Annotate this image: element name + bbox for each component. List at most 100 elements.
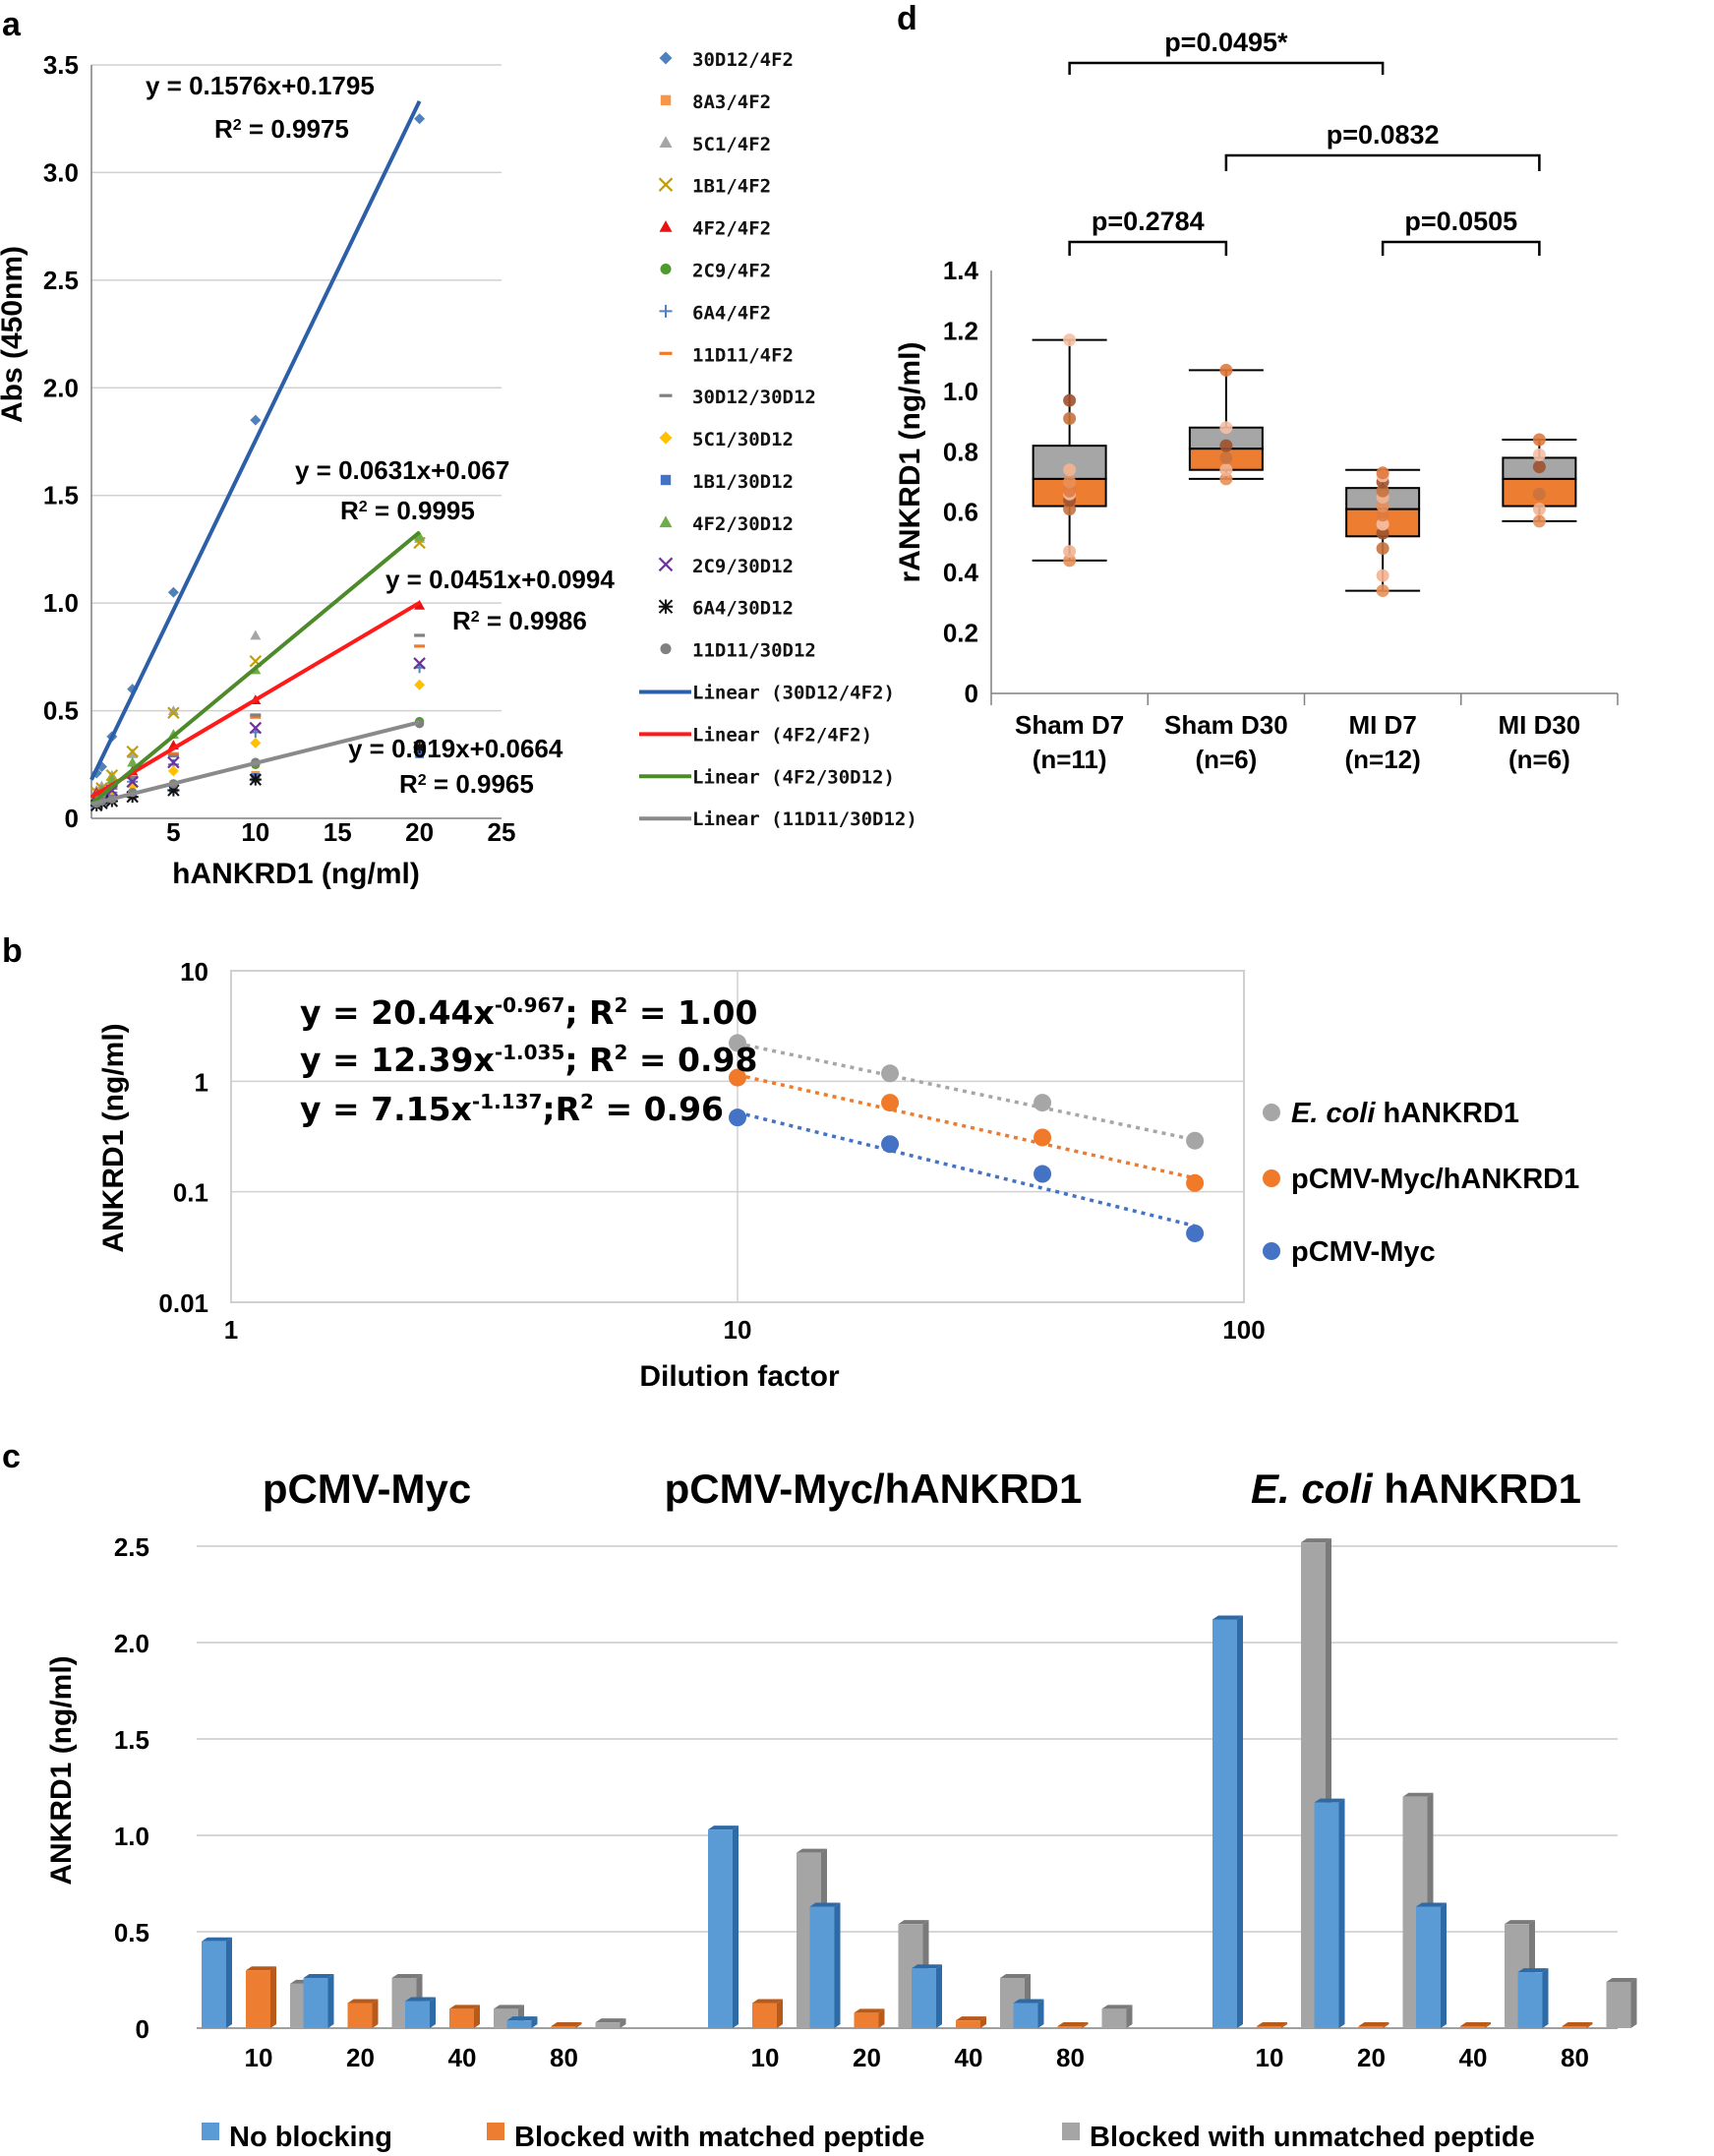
equation-base: y = 7.15x xyxy=(300,1090,472,1128)
bar-side xyxy=(1383,2022,1389,2028)
box-point xyxy=(1063,503,1077,516)
legend-marker xyxy=(659,431,673,445)
data-point xyxy=(167,753,179,758)
panel-label-b: b xyxy=(2,932,23,970)
y-tick-label: 0.8 xyxy=(943,437,978,466)
bar-side xyxy=(777,1999,783,2028)
bar xyxy=(1416,1906,1441,2028)
legend-label: 1B1/30D12 xyxy=(692,471,794,493)
x-axis-label: Dilution factor xyxy=(639,1360,840,1393)
bar-side xyxy=(936,1964,942,2028)
box-point xyxy=(1219,439,1233,452)
data-point xyxy=(1186,1131,1205,1150)
bar-side xyxy=(1542,1968,1549,2028)
bar-top xyxy=(347,1999,379,2004)
r2-value: = 0.9975 xyxy=(242,114,349,144)
data-point xyxy=(250,715,262,719)
data-point xyxy=(167,751,179,755)
r2-value: = 0.98 xyxy=(627,1041,757,1079)
data-point xyxy=(729,1068,746,1087)
r2-symbol: R xyxy=(340,496,359,525)
bar xyxy=(1057,2026,1083,2028)
legend-label-rest: hANKRD1 xyxy=(1375,1098,1519,1129)
bar-top xyxy=(391,1974,423,1979)
legend-label: 1B1/4F2 xyxy=(692,176,771,198)
bar-top xyxy=(506,2016,538,2021)
legend-label: 5C1/30D12 xyxy=(692,429,794,450)
r2-superscript: 2 xyxy=(580,1090,594,1113)
panel-label-c: c xyxy=(2,1438,21,1475)
bar-top xyxy=(752,1999,783,2004)
bar-side xyxy=(1281,2022,1287,2028)
bar-top xyxy=(898,1920,929,1925)
bar-side xyxy=(1630,1977,1637,2028)
x-category-label: 40 xyxy=(955,2043,983,2072)
x-category-n: (n=11) xyxy=(1033,745,1107,774)
bar xyxy=(752,2003,777,2028)
trend-equation: y = 20.44x-0.967; R2 = 1.00 xyxy=(300,993,757,1032)
data-point xyxy=(250,414,262,426)
legend-label: 5C1/4F2 xyxy=(692,134,771,155)
bar-top xyxy=(797,1848,827,1853)
legend-label: Linear (4F2/4F2) xyxy=(692,724,872,746)
x-category-n: (n=12) xyxy=(1344,745,1420,774)
box-point xyxy=(1063,393,1077,407)
data-point xyxy=(881,1135,900,1154)
trend-line xyxy=(737,1042,1196,1142)
box-point xyxy=(1219,463,1233,477)
bar-side xyxy=(474,2005,480,2028)
data-point xyxy=(167,765,179,777)
data-point xyxy=(415,749,424,758)
box-point xyxy=(1532,433,1546,447)
bar-top xyxy=(1212,1615,1243,1620)
legend-marker xyxy=(660,94,672,106)
equation-base: y = 12.39x xyxy=(300,1041,495,1079)
bar-top xyxy=(912,1964,942,1969)
x-category-label: Sham D30 xyxy=(1164,710,1288,740)
bar xyxy=(956,2020,980,2028)
data-point xyxy=(126,775,139,789)
fit-equation: y = 0.0631x+0.067 xyxy=(295,455,509,485)
bar-side xyxy=(430,1997,436,2028)
group-title-text: pCMV-Myc/hANKRD1 xyxy=(665,1466,1083,1512)
bar xyxy=(449,2008,474,2028)
y-axis-label: rANKRD1 (ng/ml) xyxy=(894,342,926,583)
r2-superscript: 2 xyxy=(359,499,368,515)
bar-side xyxy=(980,2016,986,2028)
legend-label: pCMV-Myc xyxy=(1291,1236,1436,1268)
x-tick-label: 20 xyxy=(405,817,434,847)
legend-label: Linear (30D12/4F2) xyxy=(692,683,895,704)
data-point xyxy=(1186,1224,1205,1242)
bar-side xyxy=(1485,2022,1491,2028)
x-category-label: 10 xyxy=(751,2043,780,2072)
legend-marker xyxy=(659,304,673,318)
legend-label-text: pCMV-Myc/hANKRD1 xyxy=(1291,1164,1579,1195)
legend-marker xyxy=(659,515,673,528)
legend-label: 11D11/30D12 xyxy=(692,640,816,662)
trend-line xyxy=(737,1073,1196,1180)
r2-superscript: 2 xyxy=(471,609,480,626)
bar-top xyxy=(1402,1792,1434,1797)
legend-marker xyxy=(660,263,672,275)
legend-label: 11D11/4F2 xyxy=(692,344,794,366)
y-tick-label: 3.0 xyxy=(43,157,79,187)
bar-side xyxy=(226,1937,232,2028)
bar-side xyxy=(1237,1615,1243,2028)
group-title: pCMV-Myc xyxy=(263,1466,471,1512)
bar xyxy=(551,2026,576,2028)
box-point xyxy=(1376,584,1389,598)
x-category-n: (n=6) xyxy=(1508,745,1570,774)
data-point xyxy=(1034,1094,1052,1112)
box-point xyxy=(1376,569,1389,582)
bar-top xyxy=(708,1826,739,1830)
legend-marker xyxy=(658,177,674,192)
x-tick-label: 25 xyxy=(488,817,516,847)
box-point xyxy=(1532,514,1546,528)
box-point xyxy=(1219,472,1233,486)
p-value-label: p=0.2784 xyxy=(1092,207,1205,236)
bar xyxy=(246,1970,270,2028)
data-point xyxy=(729,1034,746,1052)
box-point xyxy=(1376,509,1389,522)
data-point xyxy=(167,705,179,715)
bar-side xyxy=(878,2008,885,2028)
